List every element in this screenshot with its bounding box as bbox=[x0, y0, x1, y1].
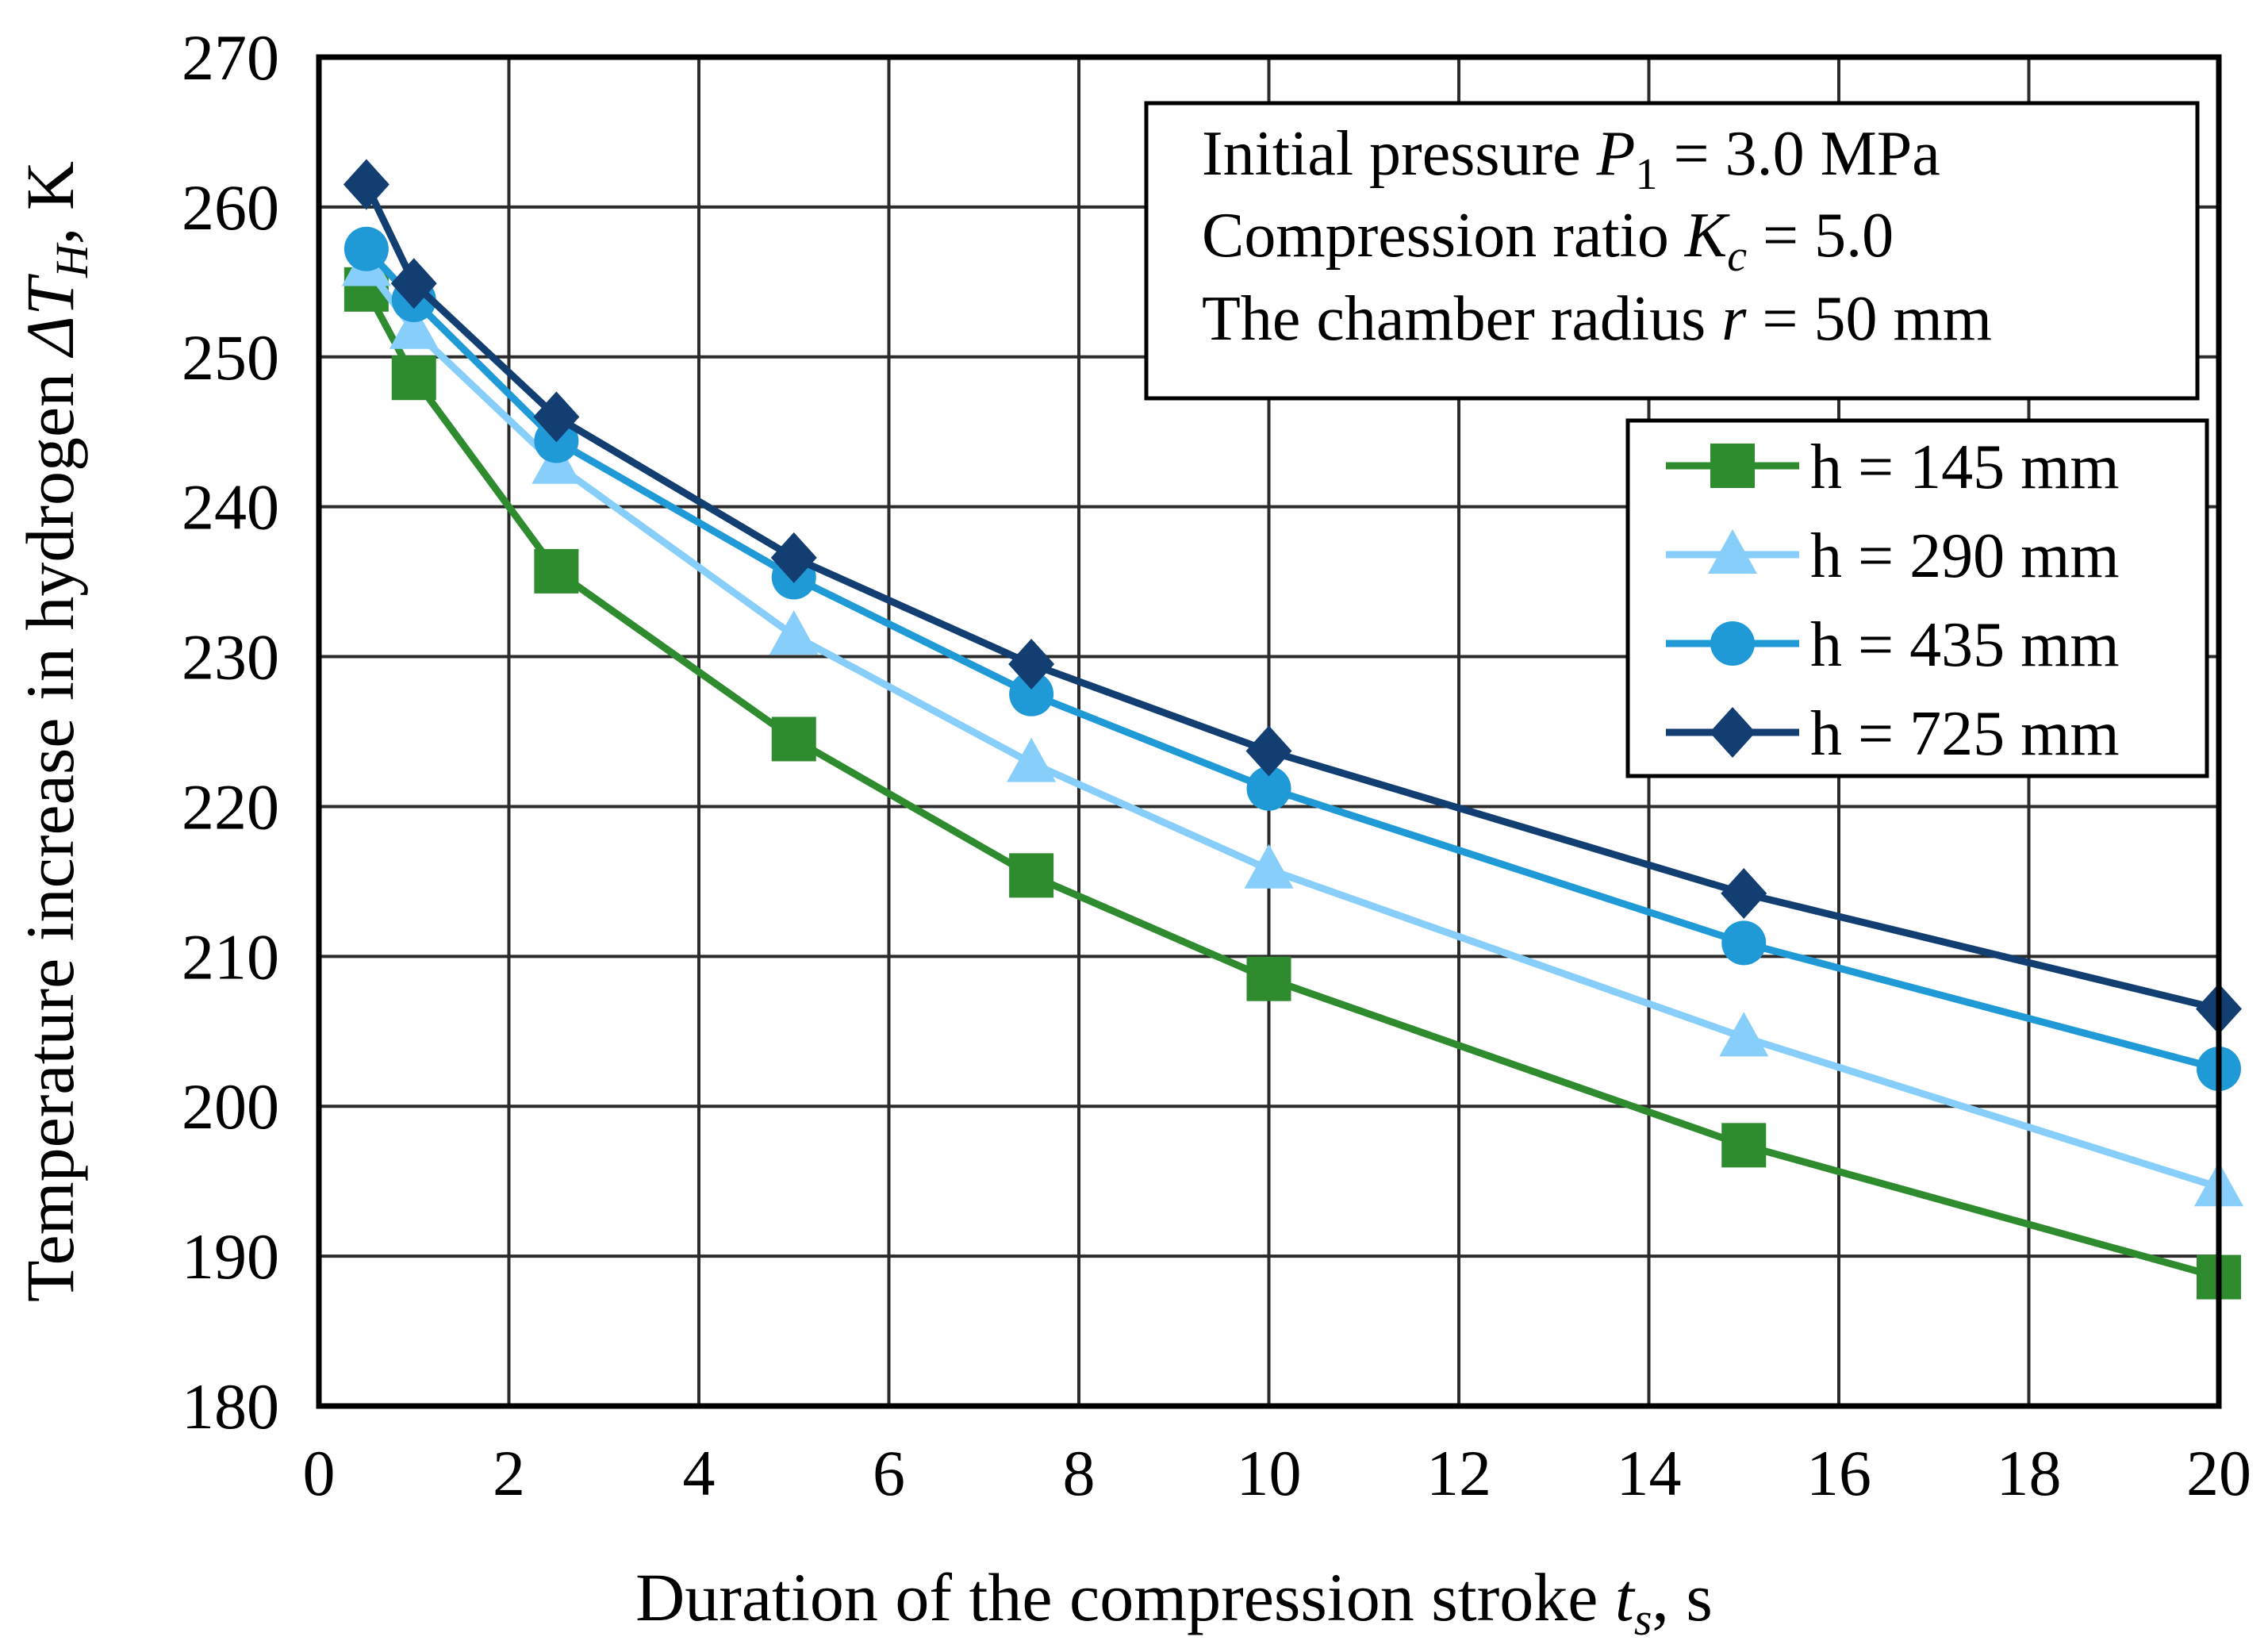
annotation-box: Initial pressure P1 = 3.0 MPa Compressio… bbox=[1144, 101, 2200, 401]
annotation-line-3: The chamber radius r = 50 mm bbox=[1202, 284, 1992, 354]
annotation-line-1: Initial pressure P1 = 3.0 MPa bbox=[1202, 119, 1940, 199]
legend-entry-3: h = 435 mm bbox=[1666, 610, 2120, 680]
data-point bbox=[1009, 671, 1054, 717]
y-axis-title: Temperature increase in hydrogen ΔTH, K bbox=[12, 161, 98, 1302]
data-point bbox=[769, 610, 819, 655]
y-tick-label: 200 bbox=[182, 1070, 279, 1143]
series-line bbox=[363, 287, 2220, 1281]
legend-label: h = 290 mm bbox=[1810, 521, 2120, 591]
data-point bbox=[1721, 920, 1767, 966]
data-point bbox=[343, 226, 389, 271]
legend-label: h = 725 mm bbox=[1810, 699, 2120, 769]
x-tick-label: 16 bbox=[1806, 1437, 1871, 1509]
x-axis-title: Duration of the compression stroke ts, s bbox=[635, 1559, 1713, 1645]
legend-entry-1: h = 145 mm bbox=[1666, 432, 2120, 502]
series-4 bbox=[343, 159, 2242, 1035]
series-1 bbox=[343, 267, 2241, 1300]
data-point bbox=[533, 391, 580, 443]
x-tick-label: 8 bbox=[1063, 1437, 1096, 1509]
legend-swatch-marker bbox=[1708, 529, 1757, 574]
data-point bbox=[390, 258, 437, 309]
y-tick-label: 260 bbox=[182, 171, 279, 244]
y-tick-label: 220 bbox=[182, 770, 279, 843]
series-line bbox=[363, 246, 2220, 1073]
plot-frame bbox=[316, 54, 2222, 1409]
x-tick-label: 0 bbox=[303, 1437, 336, 1509]
data-point bbox=[1245, 725, 1292, 777]
y-tick-label: 190 bbox=[182, 1220, 279, 1293]
x-tick-label: 18 bbox=[1997, 1437, 2062, 1509]
series-line bbox=[363, 182, 2220, 1012]
y-tick-labels: 180 190 200 210 220 230 240 250 260 270 bbox=[182, 21, 279, 1443]
legend-label: h = 435 mm bbox=[1810, 610, 2120, 680]
data-point bbox=[1721, 868, 1767, 919]
data-point bbox=[1246, 766, 1291, 811]
data-point bbox=[1719, 1012, 1769, 1057]
x-tick-label: 10 bbox=[1237, 1437, 1302, 1509]
x-tick-label: 6 bbox=[873, 1437, 905, 1509]
x-tick-label: 12 bbox=[1426, 1437, 1491, 1509]
y-tick-label: 180 bbox=[182, 1370, 279, 1443]
data-point bbox=[770, 532, 817, 583]
data-point bbox=[1246, 956, 1291, 1001]
annotation-line-2: Compression ratio Kc = 5.0 bbox=[1202, 201, 1894, 281]
series-line bbox=[363, 264, 2220, 1191]
legend-swatch-marker bbox=[1710, 707, 1756, 758]
data-point bbox=[391, 355, 436, 401]
x-tick-label: 4 bbox=[683, 1437, 716, 1509]
y-tick-label: 250 bbox=[182, 321, 279, 394]
x-tick-label: 2 bbox=[493, 1437, 525, 1509]
y-tick-label: 240 bbox=[182, 471, 279, 544]
data-point bbox=[534, 548, 579, 594]
y-tick-label: 230 bbox=[182, 621, 279, 693]
x-tick-labels: 0 2 4 6 8 10 12 14 16 18 20 bbox=[303, 1437, 2252, 1509]
data-point bbox=[1008, 639, 1055, 690]
data-point bbox=[343, 159, 390, 210]
y-tick-label: 210 bbox=[182, 920, 279, 993]
x-tick-label: 20 bbox=[2186, 1437, 2251, 1509]
data-point bbox=[1244, 843, 1294, 889]
data-point bbox=[1009, 853, 1054, 898]
legend-entry-2: h = 290 mm bbox=[1666, 521, 2120, 591]
data-point bbox=[1007, 737, 1057, 782]
legend: h = 145 mm h = 290 mm h = 435 mm h = 725 mm bbox=[1625, 418, 2209, 778]
y-tick-label: 270 bbox=[182, 21, 279, 94]
x-tick-label: 14 bbox=[1617, 1437, 1682, 1509]
legend-entry-4: h = 725 mm bbox=[1666, 699, 2120, 769]
data-point bbox=[771, 717, 816, 762]
data-point bbox=[1721, 1123, 1767, 1168]
data-point bbox=[389, 304, 439, 349]
legend-swatch-marker bbox=[1710, 444, 1755, 488]
series-layer bbox=[341, 159, 2243, 1300]
legend-swatch-marker bbox=[1710, 621, 1755, 666]
legend-label: h = 145 mm bbox=[1810, 432, 2120, 502]
annotation-frame bbox=[1144, 101, 2200, 401]
